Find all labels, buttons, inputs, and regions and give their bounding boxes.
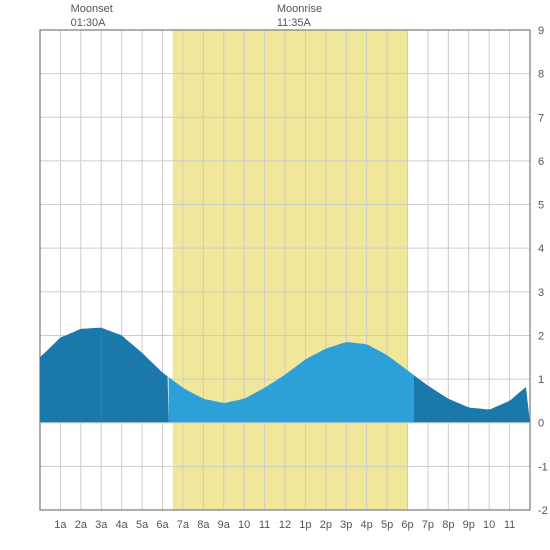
y-tick-label: 2 [538, 330, 544, 342]
x-tick-label: 6a [156, 519, 169, 531]
x-tick-label: 1p [299, 519, 311, 531]
x-tick-label: 4p [361, 519, 373, 531]
y-tick-label: 5 [538, 200, 544, 212]
chart-svg: 1a2a3a4a5a6a7a8a9a1011121p2p3p4p5p6p7p8p… [0, 0, 550, 550]
y-tick-label: 8 [538, 69, 544, 81]
x-tick-label: 3a [95, 519, 108, 531]
x-tick-label: 9a [218, 519, 231, 531]
moonset-title: Moonset [71, 2, 113, 16]
y-tick-label: -1 [538, 461, 548, 473]
tide-chart: Moonset 01:30A Moonrise 11:35A 1a 2a 3a 4a 5… [0, 0, 550, 550]
x-tick-label: 5a [136, 519, 149, 531]
x-tick-label: 5p [381, 519, 393, 531]
x-tick-label: 2p [320, 519, 332, 531]
moonset-label: Moonset 01:30A [71, 2, 113, 31]
x-tick-label: 11 [504, 519, 515, 531]
moonrise-title: Moonrise [277, 2, 322, 16]
y-tick-label: 9 [538, 25, 544, 37]
y-tick-label: 0 [538, 418, 544, 430]
x-tick-label: 1a [54, 519, 67, 531]
x-tick-label: 8a [197, 519, 210, 531]
x-tick-label: 9p [463, 519, 475, 531]
y-tick-label: 7 [538, 112, 544, 124]
y-tick-label: 1 [538, 374, 544, 386]
y-tick-label: 6 [538, 156, 544, 168]
y-tick-label: 3 [538, 287, 544, 299]
x-tick-label: 7a [177, 519, 190, 531]
x-tick-label: 8p [442, 519, 454, 531]
x-tick-label: 11 [259, 519, 270, 531]
x-tick-label: 7p [422, 519, 434, 531]
x-tick-label: 2a [75, 519, 88, 531]
x-tick-label: 10 [238, 519, 250, 531]
x-tick-label: 4a [116, 519, 129, 531]
x-tick-label: 10 [483, 519, 495, 531]
moonrise-label: Moonrise 11:35A [277, 2, 322, 31]
x-tick-label: 6p [401, 519, 413, 531]
y-tick-label: 4 [538, 243, 544, 255]
x-tick-label: 12 [279, 519, 291, 531]
x-tick-label: 3p [340, 519, 352, 531]
y-tick-label: -2 [538, 505, 548, 517]
moonset-time: 01:30A [71, 16, 113, 30]
moonrise-time: 11:35A [277, 16, 322, 30]
